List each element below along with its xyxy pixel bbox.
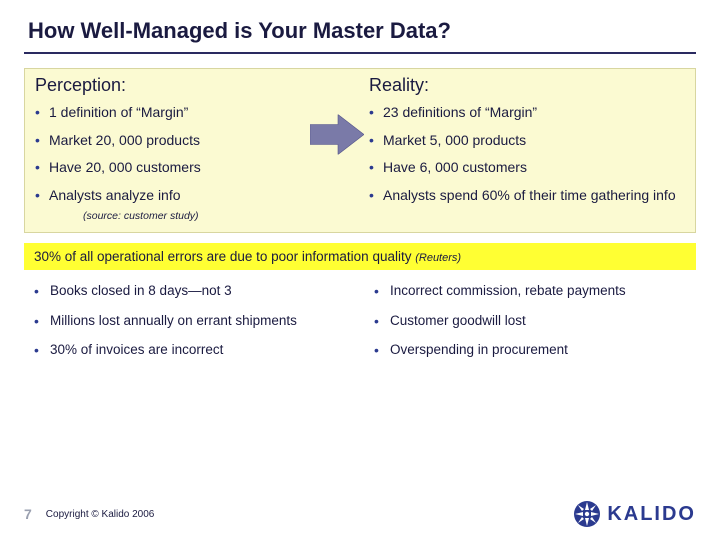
list-item: Market 20, 000 products — [35, 132, 351, 150]
slide: How Well-Managed is Your Master Data? Pe… — [0, 0, 720, 540]
lower-right-list: Incorrect commission, rebate payments Cu… — [374, 282, 686, 359]
list-item: Books closed in 8 days—not 3 — [34, 282, 346, 300]
list-item: Market 5, 000 products — [369, 132, 685, 150]
list-item: Analysts analyze info — [35, 187, 351, 205]
stat-source: (Reuters) — [415, 252, 461, 264]
list-item: Have 20, 000 customers — [35, 159, 351, 177]
lower-columns: Books closed in 8 days—not 3 Millions lo… — [24, 282, 696, 371]
title-divider — [24, 52, 696, 54]
lower-left-list: Books closed in 8 days—not 3 Millions lo… — [34, 282, 346, 359]
page-number: 7 — [24, 506, 32, 522]
perception-heading: Perception: — [35, 75, 351, 96]
list-item: Incorrect commission, rebate payments — [374, 282, 686, 300]
footer-left: 7 Copyright © Kalido 2006 — [24, 506, 154, 522]
source-note: (source: customer study) — [35, 210, 351, 222]
list-item: Customer goodwill lost — [374, 312, 686, 330]
logo-mark-icon — [573, 500, 601, 528]
reality-column: Reality: 23 definitions of “Margin” Mark… — [369, 75, 685, 222]
reality-list: 23 definitions of “Margin” Market 5, 000… — [369, 104, 685, 204]
lower-right-column: Incorrect commission, rebate payments Cu… — [374, 282, 686, 371]
reality-heading: Reality: — [369, 75, 685, 96]
arrow-icon — [310, 115, 364, 160]
logo-text: KALIDO — [607, 503, 696, 526]
perception-column: Perception: 1 definition of “Margin” Mar… — [35, 75, 351, 222]
copyright-text: Copyright © Kalido 2006 — [46, 509, 155, 520]
list-item: Millions lost annually on errant shipmen… — [34, 312, 346, 330]
list-item: 30% of invoices are incorrect — [34, 341, 346, 359]
lower-left-column: Books closed in 8 days—not 3 Millions lo… — [34, 282, 346, 371]
perception-list: 1 definition of “Margin” Market 20, 000 … — [35, 104, 351, 204]
list-item: Analysts spend 60% of their time gatheri… — [369, 187, 685, 205]
kalido-logo: KALIDO — [573, 500, 696, 528]
footer: 7 Copyright © Kalido 2006 KALIDO — [24, 500, 696, 528]
list-item: Have 6, 000 customers — [369, 159, 685, 177]
stat-bar: 30% of all operational errors are due to… — [24, 243, 696, 270]
list-item: 23 definitions of “Margin” — [369, 104, 685, 122]
page-title: How Well-Managed is Your Master Data? — [24, 18, 696, 44]
stat-text: 30% of all operational errors are due to… — [34, 249, 415, 264]
list-item: Overspending in procurement — [374, 341, 686, 359]
list-item: 1 definition of “Margin” — [35, 104, 351, 122]
comparison-box: Perception: 1 definition of “Margin” Mar… — [24, 68, 696, 233]
